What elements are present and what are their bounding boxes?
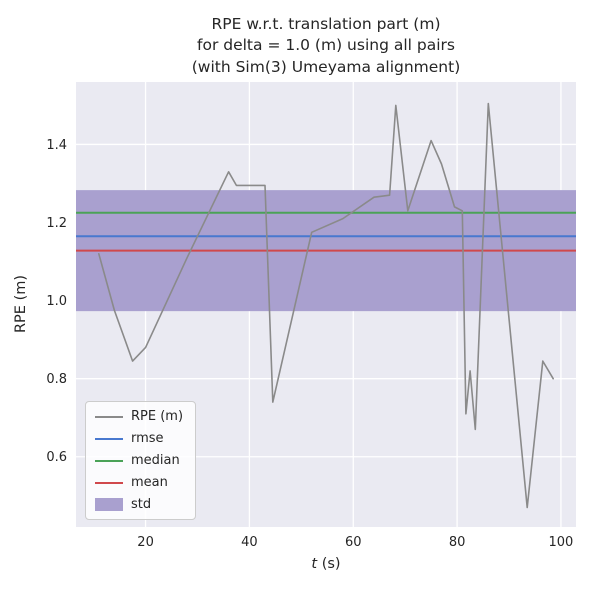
legend-label: rmse [131,431,164,446]
x-axis-label-unit: (s) [317,556,341,572]
legend-item-rmse: rmse [95,431,183,446]
x-axis-label-variable: t [311,556,318,572]
legend-label: RPE (m) [131,409,184,424]
legend-label: std [131,497,152,512]
legend-line-swatch [95,437,123,440]
x-axis-label: t (s) [76,556,576,572]
legend-item-mean: mean [95,475,183,490]
legend: RPE (m) rmse median mean std [85,401,197,520]
legend-label: median [131,453,180,468]
y-tick-label: 1.4 [46,138,67,153]
legend-line-swatch [95,459,123,462]
x-tick-label: 80 [449,535,466,550]
y-tick-label: 0.8 [46,372,67,387]
legend-patch-swatch [95,498,123,511]
y-axis-label: RPE (m) [13,274,29,334]
chart-title-line-3: (with Sim(3) Umeyama alignment) [191,57,461,76]
legend-label: mean [131,475,168,490]
x-tick-label: 20 [137,535,154,550]
legend-line-swatch [95,481,123,484]
chart-title-line-1: RPE w.r.t. translation part (m) [211,15,441,33]
x-tick-label: 40 [241,535,258,550]
chart-title-line-2: for delta = 1.0 (m) using all pairs [197,36,455,55]
y-tick-label: 0.6 [46,450,67,465]
x-tick-label: 100 [549,535,574,550]
legend-item-rpe-m-: RPE (m) [95,409,183,424]
legend-item-median: median [95,453,183,468]
legend-item-std: std [95,497,183,512]
chart-title: RPE w.r.t. translation part (m) for delt… [76,14,576,78]
x-tick-label: 60 [345,535,362,550]
y-tick-label: 1.2 [46,216,67,231]
legend-line-swatch [95,415,123,418]
rpe-series-line [98,102,555,509]
y-tick-label: 1.0 [46,294,67,309]
